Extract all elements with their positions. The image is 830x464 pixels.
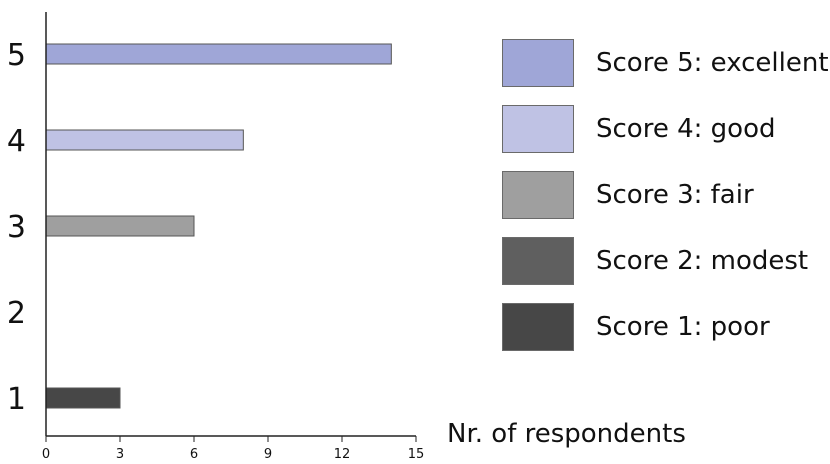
bar-score-5 (45, 43, 392, 65)
y-tick-label-5: 5 (7, 38, 26, 73)
legend-swatch-score-2 (502, 237, 574, 285)
y-tick-label-2: 2 (7, 296, 26, 331)
bar-score-4 (45, 129, 244, 151)
legend-item-score-5: Score 5: excellent (502, 30, 829, 96)
x-tick-label-15: 15 (408, 447, 425, 462)
legend-item-score-2: Score 2: modest (502, 228, 829, 294)
legend-item-score-4: Score 4: good (502, 96, 829, 162)
x-tick-label-9: 9 (264, 447, 272, 462)
x-tick-label-6: 6 (190, 447, 198, 462)
legend-label-score-2: Score 2: modest (596, 246, 809, 276)
legend: Score 5: excellent Score 4: good Score 3… (502, 30, 829, 360)
y-tick-label-4: 4 (7, 124, 26, 159)
x-axis-label: Nr. of respondents (447, 419, 686, 449)
legend-label-score-1: Score 1: poor (596, 312, 770, 342)
legend-item-score-1: Score 1: poor (502, 294, 829, 360)
legend-label-score-5: Score 5: excellent (596, 48, 829, 78)
x-tick-label-0: 0 (42, 447, 50, 462)
legend-label-score-4: Score 4: good (596, 114, 776, 144)
bar-score-1 (45, 387, 121, 409)
legend-item-score-3: Score 3: fair (502, 162, 829, 228)
bars (45, 43, 392, 409)
y-tick-label-1: 1 (7, 382, 26, 417)
x-tick-label-12: 12 (334, 447, 351, 462)
y-ticks: 1 2 3 4 5 (7, 38, 26, 417)
legend-label-score-3: Score 3: fair (596, 180, 754, 210)
legend-swatch-score-1 (502, 303, 574, 351)
legend-swatch-score-5 (502, 39, 574, 87)
bar-score-3 (45, 215, 195, 237)
x-tick-label-3: 3 (116, 447, 124, 462)
y-tick-label-3: 3 (7, 210, 26, 245)
legend-swatch-score-4 (502, 105, 574, 153)
x-ticks: 0 3 6 9 12 15 (42, 436, 424, 462)
legend-swatch-score-3 (502, 171, 574, 219)
